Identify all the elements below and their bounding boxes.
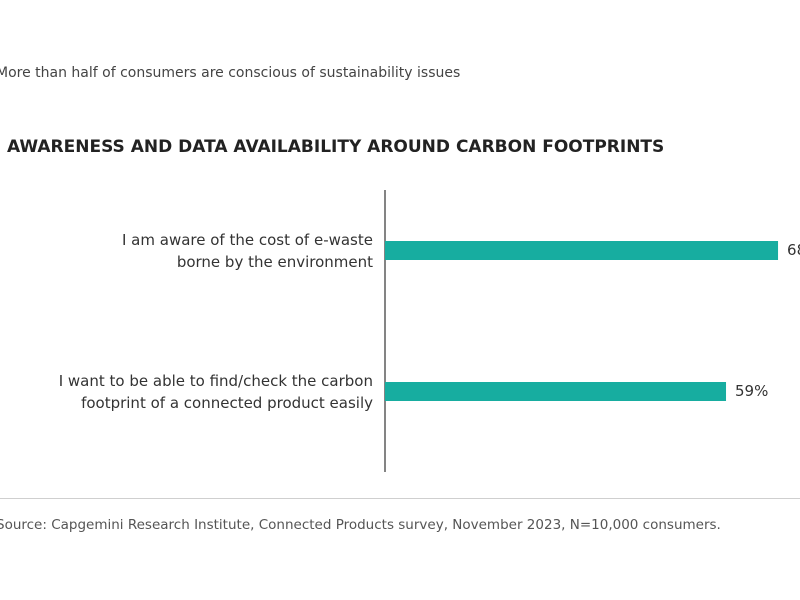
subtitle: More than half of consumers are consciou… (0, 65, 461, 81)
chart-title: AWARENESS AND DATA AVAILABILITY AROUND C… (7, 137, 665, 157)
source-note: Source: Capgemini Research Institute, Co… (0, 517, 721, 533)
value-label: 68% (787, 240, 800, 259)
category-label: I am aware of the cost of e-waste borne … (121, 230, 373, 271)
chart (384, 190, 779, 472)
bar (385, 382, 727, 401)
bar (385, 241, 779, 260)
category-label: I want to be able to find/check the carb… (58, 371, 373, 412)
separator (0, 498, 800, 499)
value-label: 59% (735, 381, 769, 400)
